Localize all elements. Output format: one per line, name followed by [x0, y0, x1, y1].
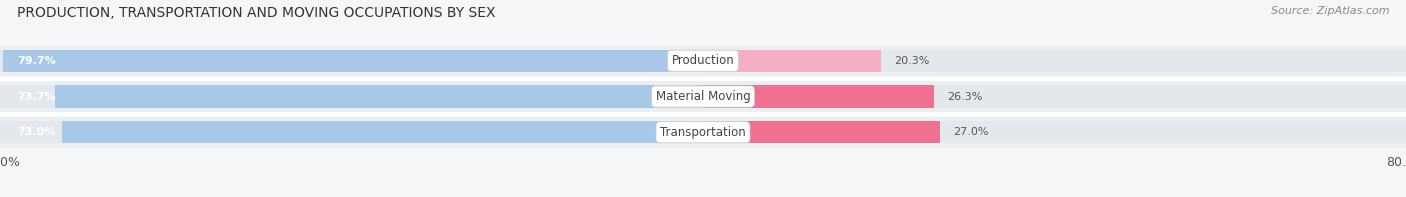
Text: 73.7%: 73.7%	[18, 92, 56, 101]
Bar	[0, 121, 703, 143]
Bar	[703, 50, 1406, 72]
Bar	[703, 85, 1406, 108]
Text: Material Moving: Material Moving	[655, 90, 751, 103]
Legend: Male, Female: Male, Female	[644, 196, 762, 197]
Bar	[0, 50, 703, 72]
Text: Transportation: Transportation	[661, 126, 745, 139]
Text: 26.3%: 26.3%	[948, 92, 983, 101]
Text: 79.7%: 79.7%	[18, 56, 56, 66]
Text: 20.3%: 20.3%	[894, 56, 929, 66]
Bar	[3, 50, 703, 72]
Bar	[55, 85, 703, 108]
Bar	[703, 121, 941, 143]
FancyBboxPatch shape	[0, 46, 1406, 76]
Text: Production: Production	[672, 54, 734, 67]
Text: 27.0%: 27.0%	[953, 127, 988, 137]
Bar	[703, 121, 1406, 143]
Bar	[0, 85, 703, 108]
Text: Source: ZipAtlas.com: Source: ZipAtlas.com	[1271, 6, 1389, 16]
FancyBboxPatch shape	[0, 117, 1406, 147]
Text: 73.0%: 73.0%	[18, 127, 56, 137]
Text: PRODUCTION, TRANSPORTATION AND MOVING OCCUPATIONS BY SEX: PRODUCTION, TRANSPORTATION AND MOVING OC…	[17, 6, 495, 20]
Bar	[62, 121, 703, 143]
Bar	[703, 85, 934, 108]
Bar	[703, 50, 882, 72]
FancyBboxPatch shape	[0, 81, 1406, 112]
